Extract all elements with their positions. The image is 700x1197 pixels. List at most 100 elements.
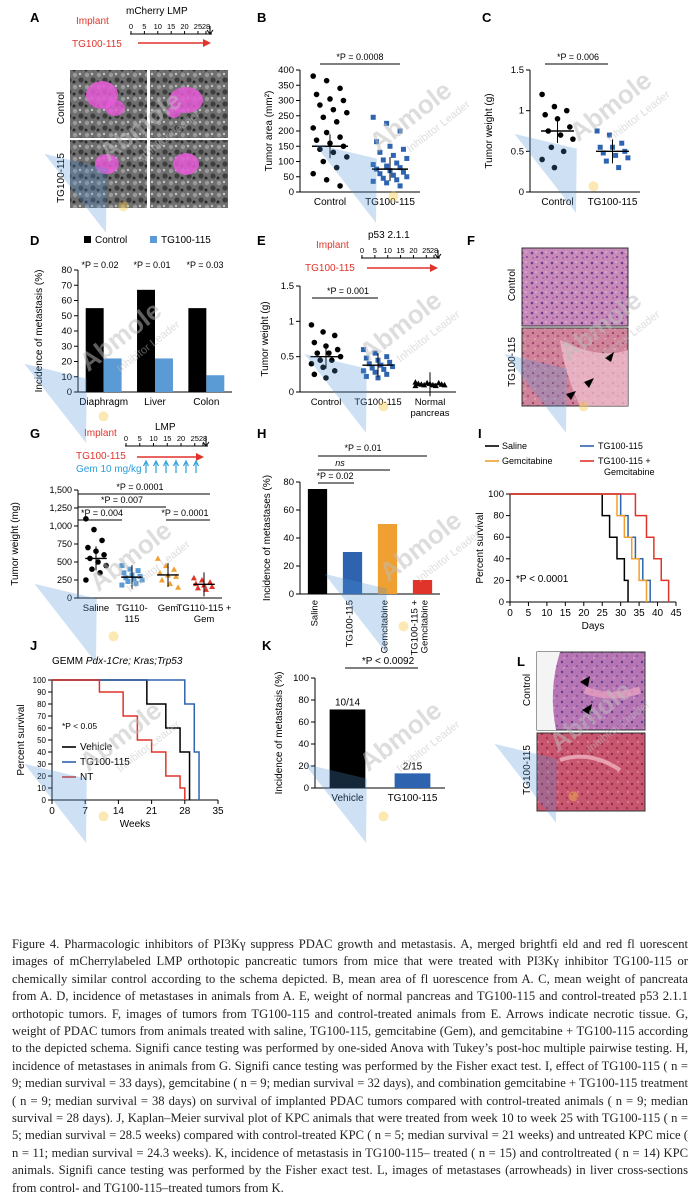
survival-curve [52,679,200,800]
data-point [384,354,390,360]
schema-tick-label: 10 [154,22,162,31]
schema-tick-label: 15 [396,246,404,255]
data-point [135,568,141,574]
legend: Vehicle TG100-115 NT [62,742,130,783]
data-point [369,365,375,371]
y-tick-label: 300 [278,96,294,107]
data-point [167,580,174,587]
bar [155,358,173,392]
panel-e: E Implant p53 2.1.1 TG100-115 0 5 10 15 20 25… [257,230,456,419]
y-tick-label: 1,250 [49,503,72,513]
data-point [380,157,386,163]
data-point [198,577,205,583]
data-point [600,150,606,156]
x-tick-label: Gemcitabine [380,600,391,653]
data-point [334,346,341,353]
x-tick-label: 14 [113,806,125,817]
watermark-chevron-icon [324,573,387,653]
data-point [551,103,558,110]
data-point [119,563,125,569]
data-point [539,156,545,163]
data-point [313,91,320,98]
schema-tick-label: 5 [138,434,142,443]
panel-letter: C [482,10,492,25]
panel-letter: E [257,233,266,248]
schema-tick-label: 25 [194,22,202,31]
significance-label: *P = 0.007 [101,495,143,505]
y-tick-label: 50 [283,172,294,183]
panel-c: C *P = 0.006 0 0.5 1 1.5 Tumor weight (g) Con… [482,10,640,208]
x-tick-label: 115 [124,614,139,625]
y-tick-label: 100 [33,676,47,685]
panel-letter: L [517,654,525,669]
gem-dose-arrowhead [182,459,190,467]
data-point [619,140,625,146]
watermark-dot [108,631,119,642]
x-tick-label: 0 [507,608,513,619]
panel-letter: A [30,10,40,25]
x-tick-label: 45 [670,608,682,619]
watermark-dot [578,401,589,412]
watermark-chevron-icon [24,363,87,443]
x-tick-label: 25 [597,608,609,619]
panel-letter: D [30,233,39,248]
data-point [333,119,340,125]
x-tick-label: TG100-115 [588,197,638,208]
bar [206,375,225,392]
schema-cell-line: p53 2.1.1 [368,230,410,241]
bar [103,358,122,392]
bar [342,552,363,594]
y-tick-label: 80 [37,700,46,709]
data-point [412,382,419,389]
gem-dose-arrowhead [152,459,160,467]
schema-cell-line: LMP [155,422,176,433]
data-point [310,73,317,79]
panel-d: D Control TG100-115 *P = 0.02 *P = 0.01 … [30,233,232,408]
data-point [603,158,609,164]
data-point [83,577,89,583]
data-point [625,155,631,161]
y-tick-label: 80 [298,695,309,706]
data-point [557,132,564,138]
data-point [99,537,105,544]
data-point [323,77,330,84]
y-tick-label: 0 [67,593,72,603]
data-point [560,148,567,155]
significance-label: *P = 0.01 [344,443,381,453]
x-tick-label: 15 [560,608,572,619]
data-point [330,106,337,113]
figure-caption: Figure 4. Pharmacologic inhibitors of PI… [12,937,688,1195]
data-point [370,162,376,168]
schema-implant-label: Implant [76,16,109,27]
chart-c: 0 0.5 1 1.5 Tumor weight (g) Control TG100-115 [484,65,640,208]
significance-label: *P = 0.03 [186,260,223,270]
data-point [97,570,103,576]
data-point [384,120,390,126]
x-tick-label: Saline [83,603,109,614]
data-point [83,516,89,522]
x-tick-label: Gem [194,614,215,625]
gemm-prefix: GEMM [52,656,86,667]
panel-b: B *P = 0.0008 0 50 100 150 200 250 300 350 400 Tu… [257,10,420,208]
schema-tick-label: 10 [384,246,392,255]
gem-dose-arrowhead [172,459,180,467]
bar [85,308,104,392]
data-point [337,85,343,92]
data-point [103,562,109,569]
histology-images [536,651,646,812]
y-tick-label: 250 [57,575,72,585]
data-point [390,152,396,158]
schema-tick-label: 28 [202,22,210,31]
x-tick-label: 35 [634,608,646,619]
figure-canvas: A Implant mCherry LMP TG100-115 0 5 10 15 20… [10,6,682,843]
gem-dose-arrowhead [162,459,170,467]
data-point [397,165,403,171]
data-point [175,584,182,590]
data-point [326,350,332,356]
data-point [310,125,317,131]
data-point [317,146,323,153]
chart-e: 0 0.5 1 1.5 Tumor weight (g) Control TG100-115… [260,281,456,419]
bar [137,289,155,392]
y-tick-label: 20 [283,561,294,572]
